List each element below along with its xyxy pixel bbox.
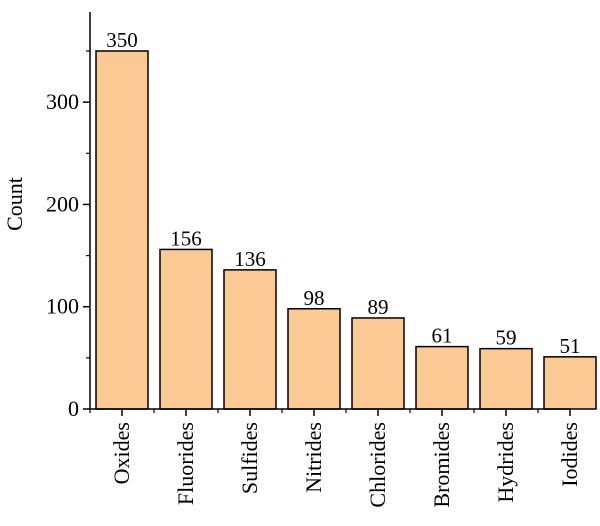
y-tick-label: 100	[46, 294, 79, 319]
bar-value-label: 98	[304, 286, 325, 310]
x-axis: Oxides Fluorides Sulfides Nitrides Chlorides…	[89, 408, 582, 508]
y-tick-label: 0	[68, 396, 79, 421]
y-tick-label: 300	[46, 89, 79, 114]
bar-value-label: 51	[560, 334, 581, 358]
x-tick-label: Iodides	[557, 422, 582, 487]
x-tick-label: Fluorides	[173, 422, 198, 505]
x-tick-label: Oxides	[109, 422, 134, 484]
x-tick-label: Nitrides	[301, 422, 326, 493]
x-tick-label: Chlorides	[365, 422, 390, 508]
y-axis: 0 100 200 300	[46, 12, 91, 421]
bar-nitrides	[287, 308, 341, 410]
bar-iodides	[543, 356, 597, 410]
bar-value-label: 59	[496, 326, 517, 350]
bar-oxides	[95, 50, 149, 410]
bar-sulfides	[223, 269, 277, 410]
bar-fluorides	[159, 248, 213, 410]
bar-value-label: 156	[170, 226, 202, 250]
bar-hydrides	[479, 347, 533, 410]
x-ticks: Oxides Fluorides Sulfides Nitrides Chlorides…	[89, 409, 582, 508]
bar-value-label: 350	[106, 28, 138, 52]
x-tick-label: Sulfides	[237, 422, 262, 494]
y-axis-title: Count	[2, 177, 27, 231]
bar-chlorides	[351, 317, 405, 410]
bar-value-label: 61	[432, 324, 453, 348]
y-tick-label: 200	[46, 191, 79, 216]
x-tick-label: Bromides	[429, 422, 454, 508]
bar-value-labels: 350 156 136 98 89 61 59 51	[106, 28, 580, 358]
bar-bromides	[415, 345, 469, 410]
plot-area: 350 156 136 98 89 61 59 51 0 100 200 300 Oxides Flu…	[46, 12, 597, 508]
bar-value-label: 89	[368, 295, 389, 319]
bar-value-label: 136	[234, 247, 266, 271]
x-tick-label: Hydrides	[493, 422, 518, 503]
y-ticks: 0 100 200 300	[46, 50, 90, 421]
bars-group	[95, 50, 597, 410]
